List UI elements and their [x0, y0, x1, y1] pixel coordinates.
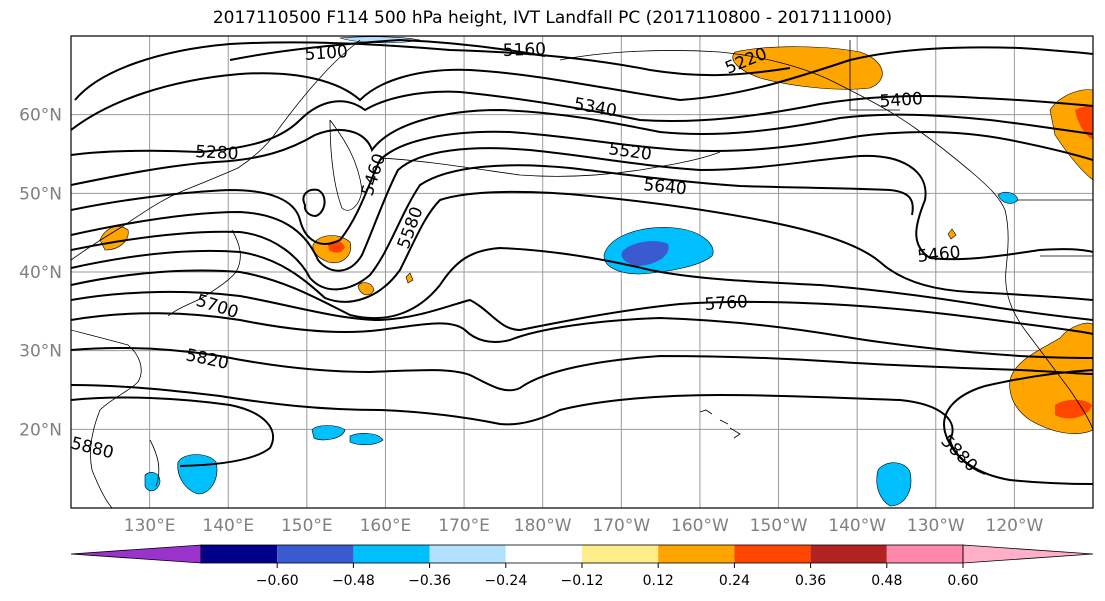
- ivt-positive-inner: [770, 52, 845, 65]
- contour-5400: [71, 130, 1093, 245]
- colorbar-bin: [201, 545, 278, 563]
- colorbar-bin: [886, 545, 963, 563]
- colorbar-bin: [582, 545, 659, 563]
- ivt-positive-small2: [405, 272, 414, 284]
- lon-tick-label: 130°E: [124, 516, 176, 536]
- contour-5400-ring: [302, 188, 326, 218]
- ivt-positive-small1: [357, 282, 375, 296]
- lon-tick-label: 170°E: [438, 516, 490, 536]
- lon-tick-label: 170°W: [592, 516, 650, 536]
- colorbar-tick-label: 0.48: [871, 573, 902, 589]
- lon-tick-label: 130°W: [907, 516, 965, 536]
- contour-5880-east: [943, 369, 1093, 475]
- contour-5640: [71, 246, 1093, 321]
- lon-tick-label: 180°W: [514, 516, 572, 536]
- contour-5460: [71, 147, 1093, 272]
- colorbar-bin: [429, 545, 506, 563]
- colorbar-tick-label: −0.60: [256, 573, 299, 589]
- colorbar-tick-label: −0.12: [561, 573, 604, 589]
- colorbar-tick-label: 0.24: [719, 573, 750, 589]
- lon-tick-label: 120°W: [986, 516, 1044, 536]
- contour-label: 5100: [304, 42, 349, 65]
- contour-5580: [71, 190, 1093, 303]
- lat-tick-label: 50°N: [19, 184, 62, 204]
- coast-border-canada: [849, 40, 1093, 257]
- ivt-strong-pnw: [1075, 105, 1093, 140]
- lon-tick-label: 150°E: [281, 516, 333, 536]
- lon-tick-label: 160°E: [360, 516, 412, 536]
- colorbar-extend-high: [962, 544, 1094, 564]
- contour-label: 5400: [879, 89, 924, 112]
- contour-5520: [71, 164, 914, 291]
- coast-alaska: [559, 50, 1006, 211]
- colorbar: −0.60 −0.48 −0.36 −0.24 −0.12 0.12 0.24 0.36 0.4…: [70, 544, 1094, 589]
- lat-tick-label: 30°N: [19, 342, 62, 362]
- coast-hawaii: [699, 409, 741, 439]
- contour-label: 5460: [916, 243, 961, 267]
- colorbar-tick-label: −0.36: [408, 573, 451, 589]
- lon-tick-label: 140°W: [828, 516, 886, 536]
- lat-tick-label: 60°N: [19, 106, 62, 126]
- colorbar-bin: [277, 545, 354, 563]
- lon-tick-label: 140°E: [202, 516, 254, 536]
- map-frame: [70, 35, 1094, 509]
- contour-5340: [71, 108, 1093, 186]
- contour-5880-west: [71, 396, 275, 467]
- contour-label: 5160: [502, 39, 546, 60]
- ivt-strong-mexico: [1055, 399, 1092, 419]
- ivt-positive-small3: [947, 228, 957, 240]
- colorbar-bin: [505, 545, 582, 563]
- coast-china: [71, 329, 142, 508]
- contour-label: 5640: [642, 175, 687, 199]
- colorbar-tick-label: 0.36: [795, 573, 826, 589]
- contour-5760: [71, 312, 1093, 359]
- colorbar-tick-label: 0.12: [643, 573, 674, 589]
- ivt-negative-core: [621, 241, 669, 266]
- ivt-negative-east: [876, 462, 912, 507]
- latitude-tick-labels: 20°N 30°N 40°N 50°N 60°N: [19, 106, 62, 441]
- lat-tick-label: 40°N: [19, 263, 62, 283]
- colorbar-bin: [810, 545, 887, 563]
- ivt-negative-west4: [144, 472, 161, 492]
- colorbar-tick-label: −0.24: [484, 573, 527, 589]
- figure-title: 2017110500 F114 500 hPa height, IVT Land…: [212, 8, 893, 28]
- colorbar-tick-label: 0.60: [947, 573, 978, 589]
- contour-5280: [71, 90, 1093, 156]
- contour-5160: [74, 41, 791, 101]
- colorbar-bin: [734, 545, 811, 563]
- colorbar-bin: [658, 545, 735, 563]
- ivt-shading: [99, 36, 1093, 507]
- contour-5820: [71, 347, 1093, 392]
- colorbar-bin: [353, 545, 430, 563]
- colorbar-extend-low: [70, 544, 202, 564]
- coast-aleutians: [379, 151, 721, 177]
- contour-label: 5760: [704, 292, 749, 315]
- ivt-positive-gulf-of-alaska: [732, 46, 883, 90]
- lat-tick-label: 20°N: [19, 420, 62, 440]
- contour-5220: [71, 46, 1093, 131]
- lon-tick-label: 150°W: [750, 516, 808, 536]
- contour-5100: [229, 38, 546, 61]
- ivt-negative-west2: [349, 433, 384, 446]
- coast-kamchatka: [329, 119, 363, 211]
- height-contours: [71, 38, 1093, 485]
- contour-5700: [71, 290, 1093, 335]
- contour-label: 5280: [195, 142, 239, 164]
- ivt-negative-west1: [311, 425, 346, 441]
- longitude-tick-labels: 130°E 140°E 150°E 160°E 170°E 180°W 170°W 160°W…: [124, 516, 1044, 536]
- colorbar-tick-label: −0.48: [332, 573, 375, 589]
- coast-philippines: [149, 439, 160, 487]
- lon-tick-label: 160°W: [671, 516, 729, 536]
